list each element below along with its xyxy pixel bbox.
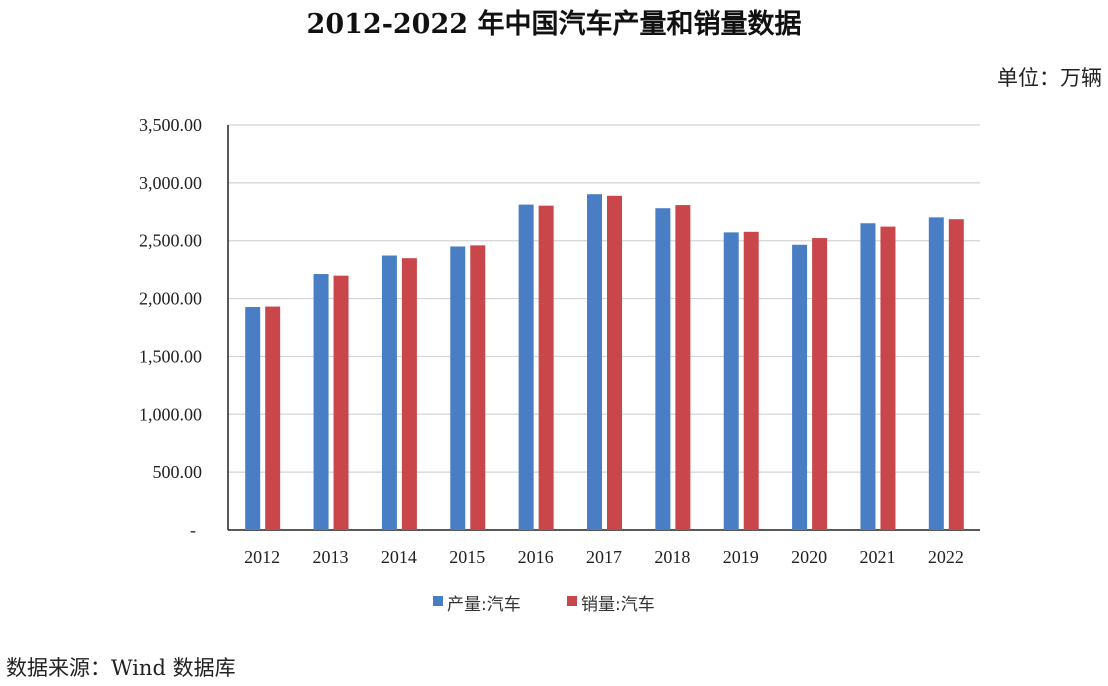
y-tick-label: 3,500.00: [139, 115, 202, 135]
legend-swatch: [433, 596, 443, 606]
x-tick-label: 2014: [381, 547, 417, 567]
x-tick-label: 2020: [791, 547, 827, 567]
x-tick-label: 2018: [654, 547, 690, 567]
x-tick-label: 2013: [313, 547, 349, 567]
bar-production-2019: [723, 232, 739, 530]
y-tick-label: 1,500.00: [139, 346, 202, 366]
x-tick-label: 2016: [518, 547, 554, 567]
bar-production-2018: [655, 208, 671, 530]
bar-production-2020: [792, 244, 808, 530]
unit-label: 单位：万辆: [997, 66, 1102, 90]
bar-sales-2018: [675, 205, 691, 530]
y-tick-label: 1,000.00: [139, 404, 202, 424]
source-note: 数据来源：Wind 数据库: [6, 656, 236, 680]
bar-production-2015: [450, 246, 466, 530]
bar-production-2021: [860, 223, 876, 530]
bar-production-2017: [587, 194, 602, 530]
bar-sales-2014: [401, 258, 417, 530]
bar-production-2013: [313, 274, 329, 530]
legend-label: 产量:汽车: [447, 595, 521, 615]
y-tick-label: 3,000.00: [139, 173, 202, 193]
y-tick-label: 500.00: [153, 462, 203, 482]
bar-sales-2021: [880, 226, 896, 530]
bar-sales-2020: [812, 238, 828, 530]
legend-label: 销量:汽车: [581, 595, 655, 615]
bar-production-2022: [928, 217, 944, 530]
x-tick-label: 2019: [723, 547, 759, 567]
bar-sales-2015: [470, 245, 486, 531]
x-tick-label: 2012: [244, 547, 280, 567]
legend-swatch: [567, 596, 577, 606]
bar-production-2016: [518, 204, 534, 530]
y-tick-label: 2,500.00: [139, 231, 202, 251]
bar-production-2014: [381, 255, 397, 531]
x-tick-label: 2017: [586, 547, 622, 567]
x-tick-label: 2021: [859, 547, 895, 567]
bar-sales-2022: [948, 219, 964, 531]
x-tick-label: 2015: [449, 547, 485, 567]
bar-sales-2013: [333, 275, 349, 530]
x-tick-label: 2022: [928, 547, 964, 567]
chart-title: 2012-2022 年中国汽车产量和销量数据: [306, 9, 802, 40]
bar-sales-2016: [538, 205, 554, 530]
y-tick-label: -: [190, 520, 196, 540]
bar-production-2012: [245, 307, 261, 530]
bar-sales-2017: [607, 195, 622, 530]
bar-sales-2012: [265, 306, 281, 530]
y-tick-label: 2,000.00: [139, 289, 202, 309]
bar-sales-2019: [743, 231, 759, 530]
